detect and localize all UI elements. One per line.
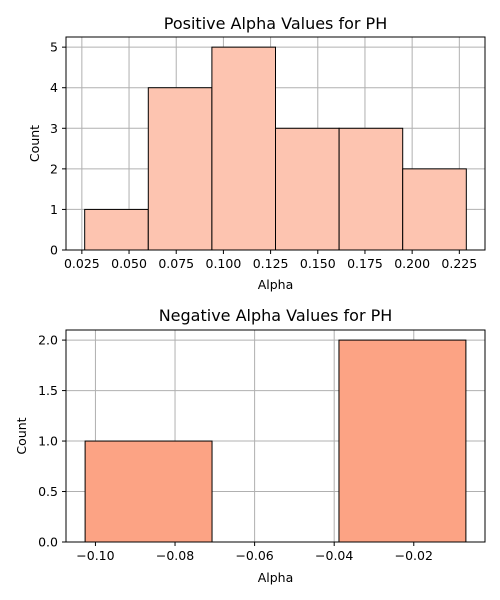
histogram-bar [275, 127, 340, 251]
x-axis-label: Alpha [258, 570, 294, 585]
y-tick-label: 1.5 [38, 383, 58, 398]
x-tick-label: 0.200 [394, 256, 430, 271]
x-tick-label: 0.025 [64, 256, 100, 271]
histogram-bar [211, 46, 277, 251]
plot-frame [65, 36, 486, 251]
x-tick-label: 0.225 [441, 256, 477, 271]
x-axis-ticks: −0.10 −0.08 −0.06 −0.04 −0.02 [76, 542, 433, 563]
y-tick-label: 2 [50, 161, 58, 176]
y-axis-label: Count [27, 125, 42, 162]
y-tick-label: 2.0 [38, 333, 58, 348]
positive-alpha-histogram: Positive Alpha Values for PH 0.025 0.050 0… [27, 14, 486, 292]
x-axis-ticks: 0.025 0.050 0.075 0.100 0.125 0.150 0.175 0.200… [64, 250, 477, 271]
y-tick-label: 0.5 [38, 484, 58, 499]
histogram-bar [147, 87, 213, 251]
y-axis-ticks: 0 1 2 3 4 5 [50, 40, 66, 258]
chart-title: Negative Alpha Values for PH [159, 306, 393, 325]
x-tick-label: 0.125 [253, 256, 289, 271]
y-tick-label: 0.0 [38, 535, 58, 550]
negative-alpha-histogram: Negative Alpha Values for PH −0.10 −0.08−… [14, 306, 486, 585]
x-tick-label: −0.06 [235, 548, 273, 563]
histogram-bar [338, 339, 467, 543]
y-tick-label: 0 [50, 243, 58, 258]
y-axis-label: Count [14, 417, 29, 454]
x-tick-label: 0.050 [111, 256, 147, 271]
histogram-bar [84, 440, 213, 543]
y-tick-label: 5 [50, 40, 58, 55]
y-axis-ticks: 0.0 0.5 1.0 1.5 2.0 [38, 333, 66, 550]
x-tick-label: 0.175 [347, 256, 383, 271]
histogram-bars [84, 339, 467, 543]
x-axis-label: Alpha [258, 277, 294, 292]
x-tick-label: −0.04 [315, 548, 353, 563]
x-tick-label: −0.08 [156, 548, 194, 563]
y-tick-label: 4 [50, 80, 58, 95]
histogram-bar [84, 208, 149, 251]
histogram-bars [84, 46, 467, 251]
histogram-bar [402, 168, 467, 251]
x-tick-label: 0.100 [206, 256, 242, 271]
y-tick-label: 1 [50, 202, 58, 217]
x-tick-label: −0.10 [76, 548, 114, 563]
chart-title: Positive Alpha Values for PH [164, 14, 387, 33]
x-tick-label: 0.075 [158, 256, 194, 271]
y-tick-label: 1.0 [38, 434, 58, 449]
y-tick-label: 3 [50, 121, 58, 136]
plot-frame [65, 329, 486, 543]
x-tick-label: 0.150 [300, 256, 336, 271]
x-tick-label: −0.02 [395, 548, 433, 563]
histogram-bar [338, 127, 404, 251]
